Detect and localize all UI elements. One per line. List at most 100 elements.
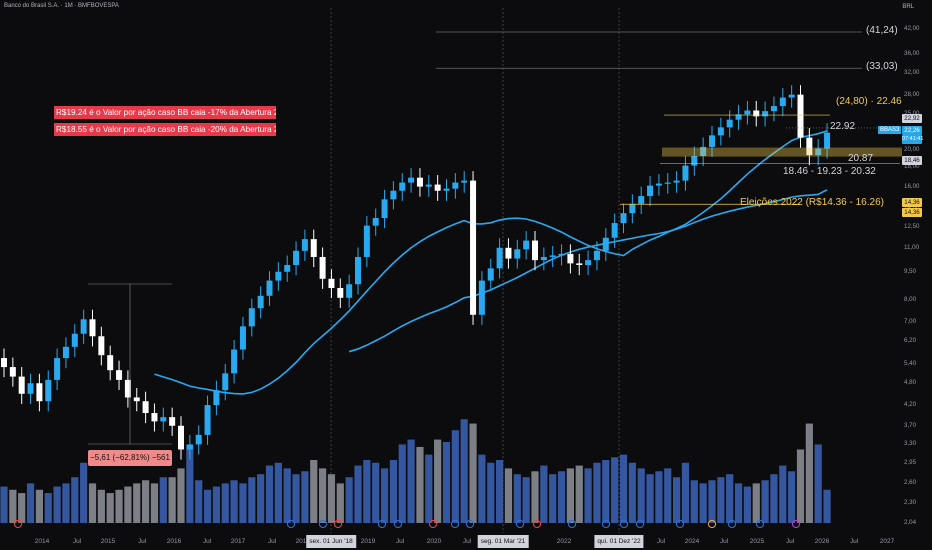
time-tick: Jul [202, 538, 212, 545]
moving-averages [154, 130, 828, 395]
volume-bar [717, 477, 725, 523]
time-tick: 2027 [879, 538, 895, 545]
level-label-2087: 20.87 [848, 153, 874, 164]
moving-average-short [154, 130, 828, 395]
candle-body [319, 256, 326, 279]
volume-bar [513, 474, 521, 523]
candle-body [363, 225, 370, 257]
candle-body [310, 239, 317, 257]
candle-body [98, 336, 105, 356]
event-marker [619, 519, 629, 529]
candle-body [620, 213, 627, 224]
candle-body [478, 280, 485, 315]
volume-bar [531, 471, 539, 523]
candle-body [416, 177, 423, 187]
candle-body [239, 326, 246, 350]
level-label-range: 18.46 - 19.23 - 20.32 [783, 166, 876, 177]
price-tick: 6,20 [904, 337, 917, 345]
note-20pct: R$18.55 é o Valor por ação caso BB caia … [54, 123, 276, 136]
candle-body [124, 379, 131, 398]
volume-bar [283, 468, 291, 523]
volume-bar [71, 477, 79, 523]
time-tick: 2020 [426, 538, 442, 545]
candle-body [257, 295, 264, 309]
time-marker-label: seg. 01 Mar '21 [477, 535, 529, 548]
candle-body [178, 425, 184, 450]
price-tick: 4,20 [904, 401, 917, 409]
candle-body [602, 237, 609, 251]
price-tick: 36,00 [904, 50, 920, 58]
price-tag-1436-a: 14,36 [902, 198, 922, 207]
price-tick: 9,50 [904, 267, 917, 275]
candle-body [611, 223, 618, 238]
candle-body [815, 148, 822, 156]
event-marker [450, 519, 460, 529]
candle-body [647, 185, 654, 197]
candle-body [45, 379, 52, 402]
volume-bar [195, 480, 203, 523]
time-tick: Jul [656, 538, 666, 545]
volume-bar [115, 489, 123, 523]
volume-bar [584, 468, 592, 523]
candle-body [540, 256, 547, 261]
volume-bar [203, 489, 212, 523]
candle-body [133, 397, 140, 402]
measure-tooltip: −5,61 (−62,81%) −561 [88, 450, 172, 466]
candle-body [160, 417, 167, 422]
candle-body [399, 182, 406, 191]
time-tick: 201 [295, 538, 307, 545]
event-marker [428, 519, 438, 529]
candle-body [80, 319, 87, 334]
volume-bar [53, 486, 61, 523]
event-marker [333, 519, 343, 529]
candle-body [346, 284, 353, 298]
volume-bar [0, 486, 8, 523]
volume-bar [124, 486, 132, 523]
time-tick: 2022 [556, 538, 572, 545]
volume-bar [380, 468, 389, 523]
event-marker [532, 519, 542, 529]
candle-body [275, 271, 282, 281]
volume-bar [407, 439, 415, 523]
price-tick: 5,40 [904, 360, 917, 367]
candles [1, 85, 831, 460]
note-17pct: R$19.24 é o Valor por ação caso BB caia … [54, 106, 276, 119]
candle-body [788, 94, 795, 98]
level-label-4124: (41,24) [866, 25, 898, 36]
price-tag-last: 22,92 [902, 114, 922, 123]
candle-body [682, 165, 689, 181]
volume-bar [699, 483, 707, 523]
volume-bar [18, 493, 26, 523]
time-tick: 2026 [814, 538, 830, 545]
volume-bar [363, 460, 371, 523]
event-marker [567, 519, 577, 529]
price-tick: 12,50 [904, 222, 920, 230]
level-label-3303: (33,03) [866, 61, 898, 72]
candle-body [487, 268, 494, 281]
candle-body [204, 405, 211, 435]
volume-bar [540, 465, 548, 523]
time-tick: 2024 [684, 538, 700, 545]
volume-bar [496, 460, 504, 523]
volume-bar [708, 480, 716, 523]
volume-bar [557, 471, 566, 523]
candle-body [301, 239, 308, 251]
volume-bar [593, 462, 601, 523]
volume-bar [805, 423, 813, 523]
volume-bar [80, 462, 88, 523]
volume-bar [451, 430, 459, 523]
volume-bar [186, 444, 194, 523]
candle-body [797, 94, 804, 138]
level-label-eleicoes: Eleições 2022 (R$14.36 - 16.26) [740, 197, 884, 208]
volume-bar [354, 465, 362, 523]
candle-body [71, 333, 78, 347]
candle-body [443, 188, 450, 191]
candle-body [222, 373, 229, 391]
candle-body [532, 240, 538, 261]
volume-bar [602, 460, 610, 523]
volume-bar [177, 468, 185, 523]
volume-bar [734, 483, 743, 523]
volume-bar [133, 483, 141, 523]
time-tick: Jul [462, 538, 472, 545]
